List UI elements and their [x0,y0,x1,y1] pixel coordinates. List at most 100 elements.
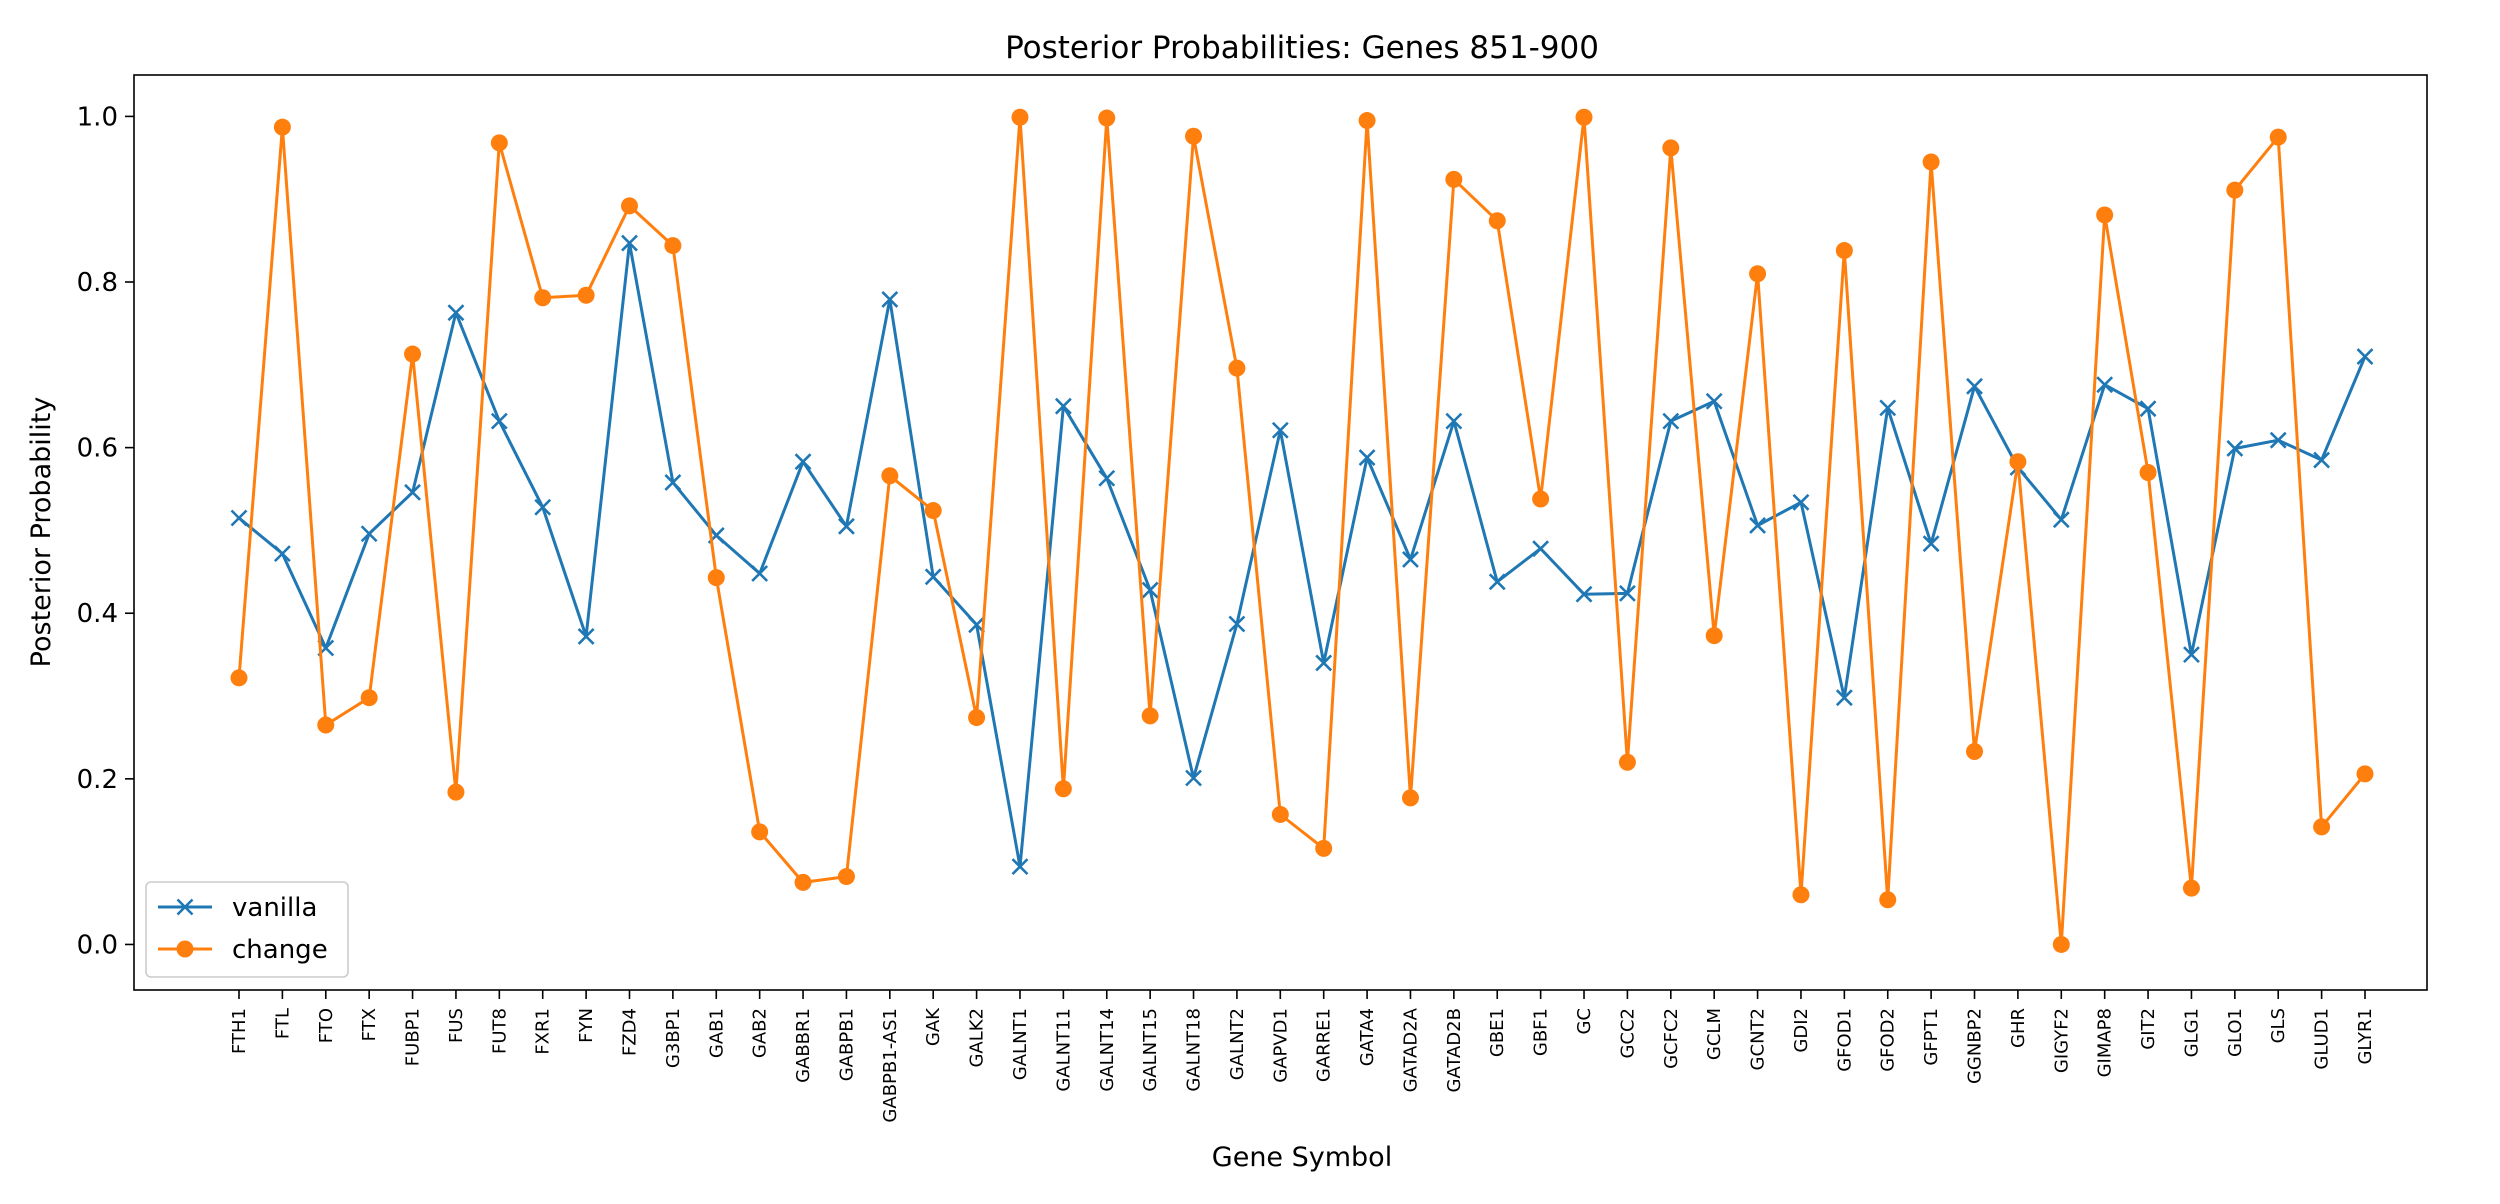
vanilla-point [1532,540,1550,558]
x-tick-label: FUBP1 [403,1008,424,1066]
x-tick-label: GALNT14 [1097,1008,1118,1092]
change-point [1185,127,1203,145]
change-point [534,289,552,307]
change-point [317,716,335,734]
x-tick-label: GCC2 [1617,1008,1638,1059]
vanilla-point [794,453,812,471]
change-point [620,197,638,215]
change-point [360,689,378,707]
change-point [664,237,682,255]
change-point [1445,170,1463,188]
x-tick-label: FTX [359,1008,380,1041]
x-tick-label: GALK2 [967,1008,988,1068]
x-tick-label: FZD4 [619,1008,640,1056]
change-point [2052,935,2070,953]
vanilla-point [1705,392,1723,410]
x-tick-label: FTH1 [229,1008,250,1054]
vanilla-point [924,568,942,586]
x-tick-label: FTO [316,1008,337,1043]
vanilla-point [2096,376,2114,394]
change-series-line [237,115,2367,946]
vanilla-point [534,498,552,516]
vanilla-point [1445,412,1463,430]
x-tick-label: GFPT1 [1921,1008,1942,1066]
legend-label-vanilla: vanilla [232,893,317,923]
legend-marker-vanilla [176,898,194,916]
vanilla-point [404,483,421,501]
x-tick-label: G3BP1 [663,1008,684,1068]
change-point [881,467,899,485]
x-tick-label: GABPB1-AS1 [880,1008,901,1123]
x-tick-label: GHR [2008,1008,2029,1048]
vanilla-point [2313,451,2331,469]
x-tick-label: GAK [923,1007,944,1046]
x-tick-label: GATA4 [1357,1008,1378,1066]
vanilla-point [1141,581,1159,599]
vanilla-point [577,628,595,645]
vanilla-point [2356,348,2374,365]
x-tick-label: GIMAP8 [2095,1008,2116,1077]
x-tick-label: GLS [2268,1008,2289,1043]
change-point [1575,108,1593,126]
vanilla-point [1575,585,1593,603]
vanilla-point [751,565,769,582]
x-tick-label: GALNT15 [1140,1008,1161,1092]
x-tick-label: GC [1574,1008,1595,1035]
change-point [490,134,508,152]
chart-title: Posterior Probabilities: Genes 851-900 [1005,30,1599,66]
vanilla-point [1922,535,1940,553]
vanilla-point [447,304,465,322]
x-tick-label: GATAD2B [1444,1008,1465,1092]
vanilla-point [1618,584,1636,602]
change-point [1271,805,1289,823]
change-point [1662,139,1680,157]
change-point [1488,212,1506,230]
vanilla-point [2183,646,2200,664]
vanilla-point [1315,654,1333,672]
change-point [751,823,769,841]
vanilla-point [1402,550,1419,568]
change-point [1098,109,1116,127]
change-point [2182,879,2200,897]
vanilla-point [1792,493,1810,511]
y-tick-label: 0.8 [77,268,118,298]
x-tick-label: GFOD1 [1834,1008,1855,1072]
x-tick-label: GAB2 [750,1008,771,1058]
vanilla-point [1054,397,1072,415]
change-point [404,345,422,363]
plot-frame [133,74,2428,991]
change-point [1749,265,1767,283]
x-tick-label: GIT2 [2138,1008,2159,1050]
y-tick-label: 0.6 [77,434,118,464]
x-tick-label: GBE1 [1487,1008,1508,1057]
change-point [1792,886,1810,904]
x-tick-label: FXR1 [533,1008,554,1055]
change-point [1228,359,1246,377]
y-tick-label: 0.2 [77,765,118,795]
x-tick-label: GAB1 [706,1008,727,1058]
change-point [1618,753,1636,771]
change-point [2269,128,2287,146]
vanilla-point [1271,421,1289,439]
change-point [1358,112,1376,130]
y-axis-label: Posterior Probability [26,397,57,668]
change-point [2009,453,2027,471]
x-tick-label: GDI2 [1791,1008,1812,1053]
x-tick-label: GATAD2A [1400,1007,1421,1092]
change-point [1401,789,1419,807]
change-point [273,118,291,136]
vanilla-point [1228,615,1246,633]
vanilla-point [1835,689,1853,707]
y-tick-label: 0.0 [77,930,118,960]
x-tick-label: GIGYF2 [2051,1008,2072,1073]
vanilla-point [230,509,248,527]
vanilla-point [2226,440,2244,457]
legend-marker-change [176,940,194,958]
vanilla-point [621,234,638,252]
vanilla-point [1879,399,1897,417]
vanilla-point [1185,769,1202,787]
change-point [230,669,248,687]
vanilla-point [2269,431,2287,449]
